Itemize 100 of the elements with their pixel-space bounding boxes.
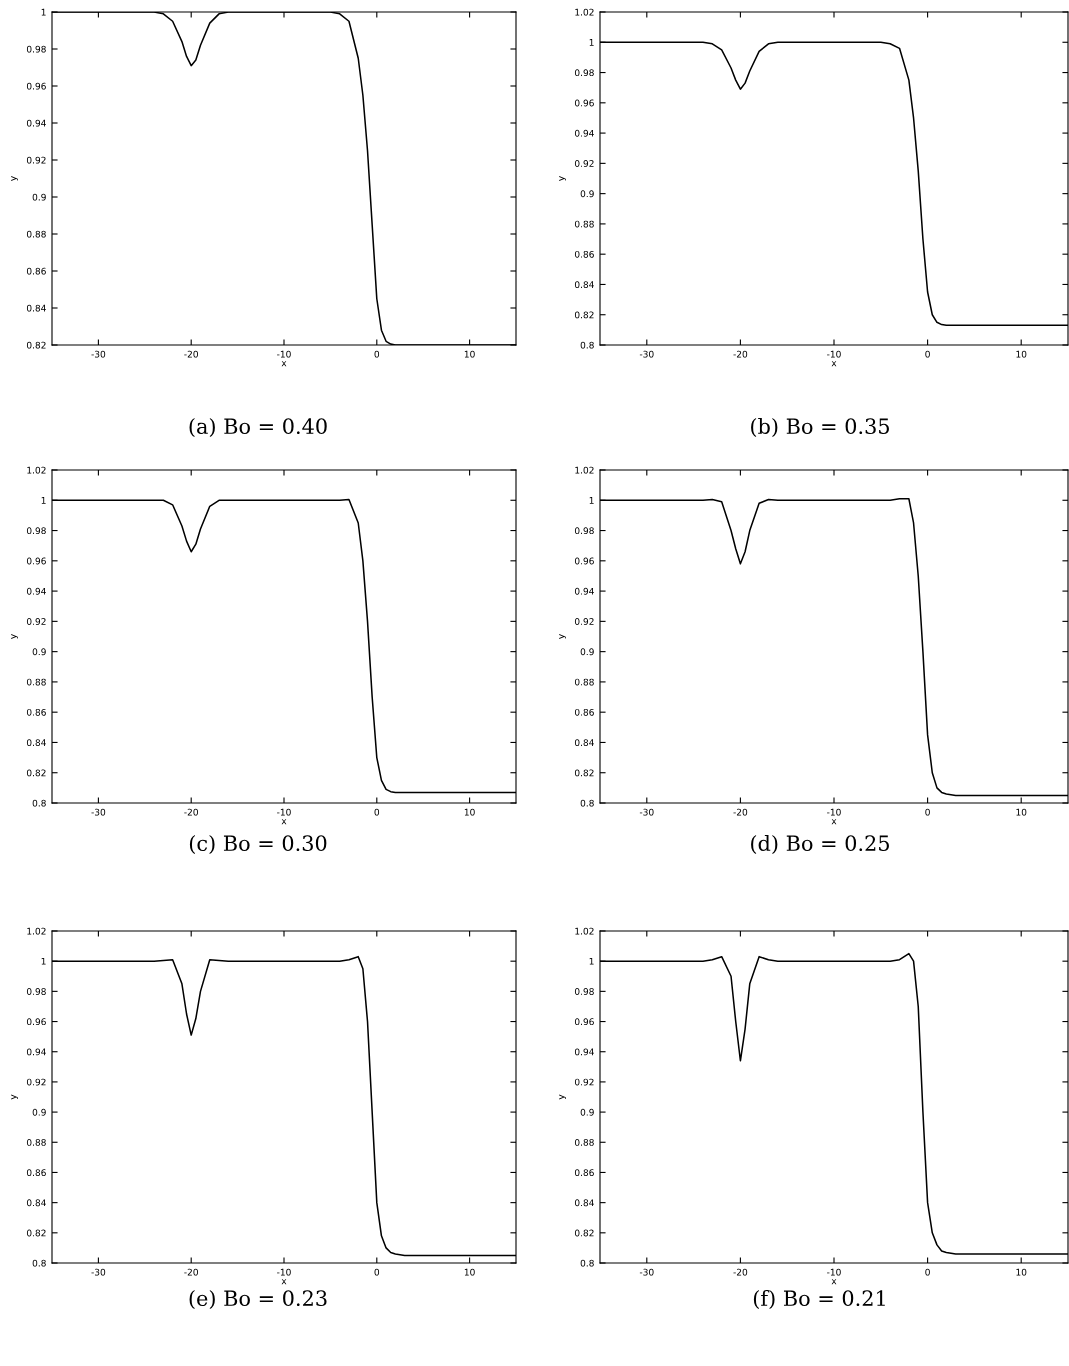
x-tick-label: 0 <box>925 350 930 358</box>
y-tick-label: 0.86 <box>26 1169 46 1177</box>
y-tick-label: 0.92 <box>26 156 46 164</box>
y-tick-label: 0.9 <box>32 1108 46 1116</box>
x-tick-label: -20 <box>733 808 748 816</box>
y-tick-label: 0.98 <box>574 69 594 77</box>
y-tick-label: 0.96 <box>26 82 46 90</box>
y-tick-label: 0.88 <box>574 220 594 228</box>
x-tick-label: 10 <box>1016 350 1027 358</box>
x-tick-label: -30 <box>91 808 106 816</box>
y-tick-label: 0.92 <box>574 160 594 167</box>
y-axis-title: y <box>559 634 567 639</box>
y-tick-label: 0.82 <box>574 311 594 319</box>
y-tick-label: 0.96 <box>26 1018 46 1026</box>
y-tick-label: 0.98 <box>574 988 594 995</box>
y-tick-label: 0.82 <box>26 341 46 349</box>
y-tick-label: 0.86 <box>26 708 46 716</box>
y-tick-label: 0.84 <box>26 304 46 312</box>
x-tick-label: 0 <box>925 808 930 816</box>
x-tick-label: 10 <box>1016 1268 1027 1276</box>
text: (a) Bo = 0.40 <box>189 417 327 437</box>
y-tick-label: 0.9 <box>580 648 594 656</box>
x-tick-label: 0 <box>374 808 380 816</box>
y-tick-label: 1 <box>41 497 46 504</box>
y-tick-label: 0.88 <box>26 1139 46 1146</box>
y-tick-label: 0.96 <box>26 557 46 565</box>
x-tick-label: -20 <box>733 350 748 358</box>
y-tick-label: 0.96 <box>574 557 594 565</box>
x-axis-title: x <box>281 361 287 367</box>
y-tick-label: 0.98 <box>26 527 46 535</box>
y-tick-label: 1 <box>589 958 594 965</box>
x-tick-label: 10 <box>1016 808 1027 816</box>
y-axis-title: y <box>559 176 567 181</box>
x-tick-label: 10 <box>464 350 475 358</box>
y-tick-label: 0.9 <box>580 1108 594 1116</box>
x-tick-label: -10 <box>827 1268 841 1276</box>
y-tick-label: 0.84 <box>574 739 594 747</box>
y-tick-label: 0.8 <box>580 799 594 807</box>
text: (b) Bo = 0.35 <box>751 417 889 437</box>
x-tick-label: 10 <box>464 808 475 816</box>
y-tick-label: 0.84 <box>574 1199 594 1207</box>
y-tick-label: 0.8 <box>32 799 46 807</box>
y-tick-label: 0.8 <box>580 1259 594 1267</box>
x-axis-title: x <box>831 819 837 825</box>
x-tick-label: 10 <box>464 1268 475 1276</box>
y-tick-label: 0.86 <box>574 250 594 258</box>
x-tick-label: -20 <box>184 808 198 816</box>
y-tick-label: 0.94 <box>574 129 594 137</box>
y-tick-label: 0.8 <box>580 341 594 349</box>
y-tick-label: 0.94 <box>26 119 46 127</box>
y-tick-label: 0.96 <box>574 99 594 107</box>
text: (e) Bo = 0.23 <box>189 1289 327 1309</box>
x-tick-label: -10 <box>277 350 291 358</box>
y-tick-label: 0.82 <box>574 1229 594 1237</box>
text: (d) Bo = 0.25 <box>751 834 889 854</box>
y-tick-label: 0.94 <box>574 587 594 595</box>
x-tick-label: -10 <box>827 808 841 816</box>
y-tick-label: 0.92 <box>574 1078 594 1086</box>
x-axis-title: x <box>831 1279 837 1285</box>
x-tick-label: -30 <box>639 808 654 816</box>
y-tick-label: 0.86 <box>26 267 46 275</box>
y-tick-label: 1 <box>589 497 594 504</box>
y-tick-label: 1.02 <box>575 466 594 474</box>
y-axis-title: y <box>559 1094 567 1100</box>
y-axis-title: y <box>11 1094 19 1100</box>
x-tick-label: -20 <box>733 1268 748 1276</box>
text: (c) Bo = 0.30 <box>189 834 327 854</box>
y-axis-title: y <box>11 176 19 181</box>
y-tick-label: 0.94 <box>26 587 46 595</box>
y-tick-label: 0.88 <box>26 230 46 238</box>
y-tick-label: 1 <box>589 39 594 46</box>
y-axis-title: y <box>11 634 19 639</box>
y-tick-label: 0.84 <box>26 1199 46 1207</box>
y-tick-label: 0.86 <box>574 708 594 716</box>
y-tick-label: 0.98 <box>574 527 594 535</box>
x-tick-label: -30 <box>91 1268 106 1276</box>
y-tick-label: 0.9 <box>32 648 46 656</box>
x-tick-label: -10 <box>277 808 291 816</box>
text: (f) Bo = 0.21 <box>753 1289 885 1309</box>
x-tick-label: -30 <box>639 350 654 358</box>
x-tick-label: 0 <box>925 1268 930 1276</box>
y-tick-label: 0.94 <box>574 1048 594 1056</box>
y-tick-label: 1.02 <box>575 8 594 16</box>
y-tick-label: 0.92 <box>26 618 46 625</box>
y-tick-label: 0.84 <box>26 739 46 747</box>
y-tick-label: 0.82 <box>26 1229 46 1237</box>
y-tick-label: 0.96 <box>574 1018 594 1026</box>
y-tick-label: 0.84 <box>574 281 594 289</box>
x-tick-label: -30 <box>639 1268 654 1276</box>
x-tick-label: 0 <box>374 1268 380 1276</box>
y-tick-label: 0.9 <box>580 190 594 198</box>
y-tick-label: 1.02 <box>575 927 594 935</box>
x-tick-label: -30 <box>91 350 106 358</box>
y-tick-label: 0.88 <box>26 678 46 686</box>
y-tick-label: 0.98 <box>26 45 46 53</box>
y-tick-label: 0.8 <box>32 1259 46 1267</box>
y-tick-label: 0.94 <box>26 1048 46 1056</box>
y-tick-label: 0.86 <box>574 1169 594 1177</box>
y-tick-label: 0.98 <box>26 988 46 995</box>
y-tick-label: 0.82 <box>574 769 594 777</box>
